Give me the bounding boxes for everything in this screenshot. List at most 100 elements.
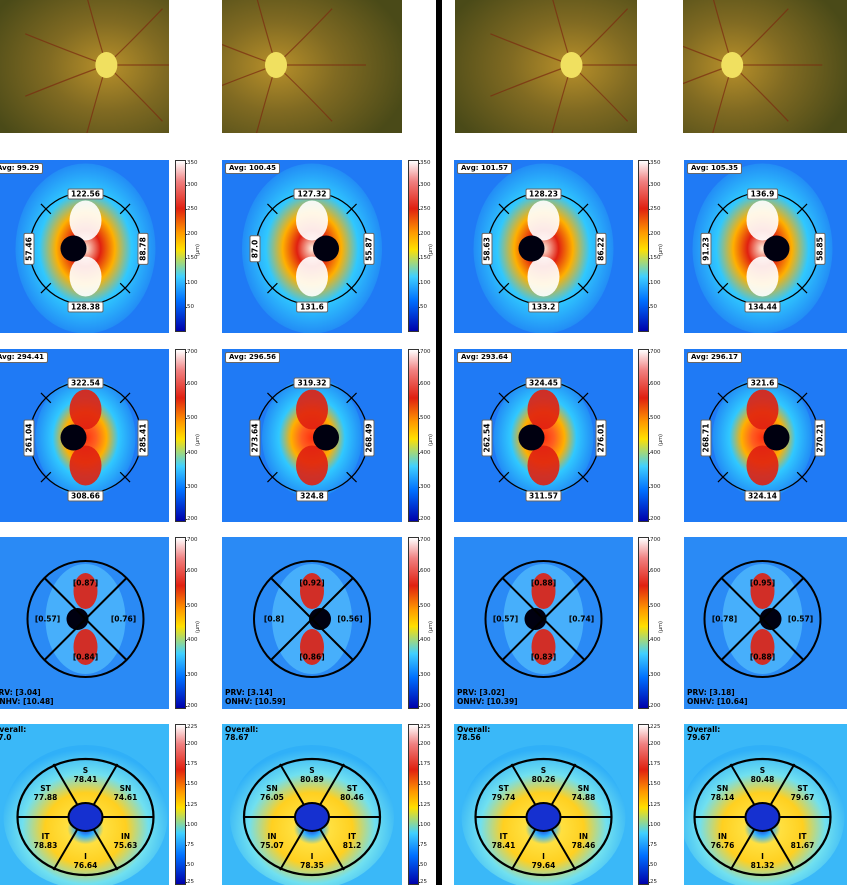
ratio-sector-map: [0.95] [0.88] [0.78] [0.57] PRV: [3.18] ONHV:… — [684, 537, 847, 709]
sector-value: 76.64 — [73, 861, 98, 870]
overall-readout: Overall: 79.67 — [687, 726, 720, 742]
sector-value: 78.41 — [491, 841, 516, 850]
optic-disc-mask — [763, 235, 790, 262]
onhv-value: ONHV: [10.64] — [687, 697, 748, 706]
onhv-value: ONHV: [10.39] — [457, 697, 518, 706]
quadrant-tick — [119, 203, 131, 215]
colorbar-tick: 100 — [648, 279, 661, 286]
thickness-left-label: 262.54 — [481, 419, 492, 456]
sector-value: 78.46 — [571, 841, 596, 850]
quadrant-tick — [717, 203, 729, 215]
optic-disc-mask — [66, 608, 89, 630]
colorbar-tick: 600 — [418, 380, 431, 387]
prv-value: PRV: [3.14] — [225, 688, 273, 697]
inferior-bundle — [527, 445, 560, 486]
sector-name: ST — [498, 784, 509, 793]
colorbar-tick: 300 — [418, 671, 431, 678]
thickness-map-rnfl: Avg: 101.57 128.23 133.2 58.63 86.22 — [454, 160, 633, 333]
volume-readout: PRV: [3.02] ONHV: [10.39] — [457, 688, 518, 706]
colorbar-unit: (μm) — [195, 621, 201, 633]
sector-label: IT 78.83 — [34, 832, 58, 850]
colorbar-tick: 225 — [418, 724, 431, 730]
ratio-bottom-label: [0.88] — [749, 652, 776, 662]
prv-value: PRV: [3.04] — [0, 688, 41, 697]
colorbar-tick: 175 — [648, 761, 661, 768]
colorbar-unit: (μm) — [428, 244, 434, 256]
colorbar-gradient — [175, 349, 186, 522]
sector-value: 80.26 — [531, 775, 556, 784]
sector-value: 74.61 — [113, 793, 138, 802]
fovea — [295, 803, 329, 831]
colorbar-gradient — [175, 537, 186, 709]
sector-divider — [769, 763, 796, 806]
colorbar-tick: 75 — [648, 841, 657, 848]
colorbar-tick: 100 — [185, 279, 198, 286]
sector-name: IN — [717, 832, 728, 841]
quadrant-tick — [717, 282, 729, 294]
colorbar-unit: (μm) — [195, 433, 201, 446]
quadrant-tick — [498, 203, 510, 215]
sector-value: 81.2 — [342, 841, 362, 850]
colorbar-unit: (μm) — [658, 433, 664, 446]
sector-name: S — [540, 766, 547, 775]
fovea — [526, 803, 561, 831]
colorbar-tick: 400 — [185, 449, 198, 456]
colorbar-tick: 500 — [418, 602, 431, 609]
quadrant-tick — [119, 471, 131, 483]
superior-bundle — [527, 389, 560, 430]
colorbar-tick: 150 — [418, 255, 431, 262]
sector-divider — [52, 763, 79, 806]
superior-bundle — [746, 200, 779, 241]
sector-name: SN — [577, 784, 590, 793]
quadrant-tick — [346, 203, 357, 215]
colorbar-tick: 500 — [648, 602, 661, 609]
thickness-map-total: Avg: 296.17 321.6 324.14 268.71 270.21 — [684, 349, 847, 522]
colorbar-tick: 200 — [185, 703, 198, 709]
sector-label: S 80.48 — [751, 766, 775, 784]
quadrant-tick — [267, 471, 278, 483]
sector-label: SN 74.61 — [114, 784, 138, 802]
thickness-top-label: 136.9 — [746, 188, 779, 199]
sector-circle — [703, 560, 822, 678]
optic-disc-mask — [524, 608, 547, 630]
fovea — [745, 803, 780, 831]
optic-disc-mask — [60, 235, 87, 262]
colorbar-tick: 400 — [418, 449, 431, 456]
quadrant-tick — [577, 471, 589, 483]
quadrant-tick — [796, 282, 808, 294]
macular-sector-map: Overall: 78.67 S 80.89 ST 80.46 IT 81.2 I 78.35 IN… — [222, 724, 402, 885]
colorbar-tick: 150 — [185, 255, 198, 262]
ratio-bottom-label: [0.83] — [530, 652, 557, 662]
overall-label: Overall: — [0, 725, 27, 734]
average-label: Avg: 101.57 — [457, 163, 512, 174]
sector-label: ST 80.46 — [340, 784, 364, 802]
sector-name: ST — [40, 784, 51, 793]
macular-sector-map: Overall: 78.56 S 80.26 SN 74.88 IN 78.46 I 79.64 I… — [454, 724, 633, 885]
average-label: Avg: 293.64 — [457, 352, 512, 363]
colorbar-tick: 200 — [185, 230, 198, 237]
sector-label: SN 76.05 — [260, 784, 284, 802]
colorbar-tick: 250 — [648, 206, 661, 213]
thickness-left-label: 268.71 — [700, 419, 711, 456]
colorbar-tick: 300 — [185, 671, 198, 678]
sector-value: 74.88 — [571, 793, 596, 802]
thickness-map-rnfl: Avg: 105.35 136.9 134.44 91.23 58.85 — [684, 160, 847, 333]
sector-divider — [43, 577, 128, 661]
quadrant-tick — [796, 471, 808, 483]
colorbar-tick: 300 — [648, 484, 661, 491]
prv-value: PRV: [3.18] — [687, 688, 735, 697]
average-label: Avg: 296.17 — [687, 352, 742, 363]
quadrant-tick — [267, 282, 278, 294]
superior-bundle — [69, 200, 102, 241]
ratio-top-label: [0.92] — [299, 578, 325, 588]
sector-name: SN — [266, 784, 278, 793]
colorbar-tick: 25 — [185, 879, 194, 885]
thickness-right-label: 270.21 — [814, 419, 825, 456]
colorbar-gradient — [638, 349, 649, 522]
thickness-map-rnfl: Avg: 99.29 122.56 128.38 57.46 88.78 — [0, 160, 169, 333]
sector-name: S — [309, 766, 315, 775]
superior-bundle — [69, 389, 102, 430]
colorbar-tick: 700 — [185, 349, 198, 355]
colorbar-gradient — [408, 349, 419, 522]
optic-disc-mask — [313, 235, 339, 262]
